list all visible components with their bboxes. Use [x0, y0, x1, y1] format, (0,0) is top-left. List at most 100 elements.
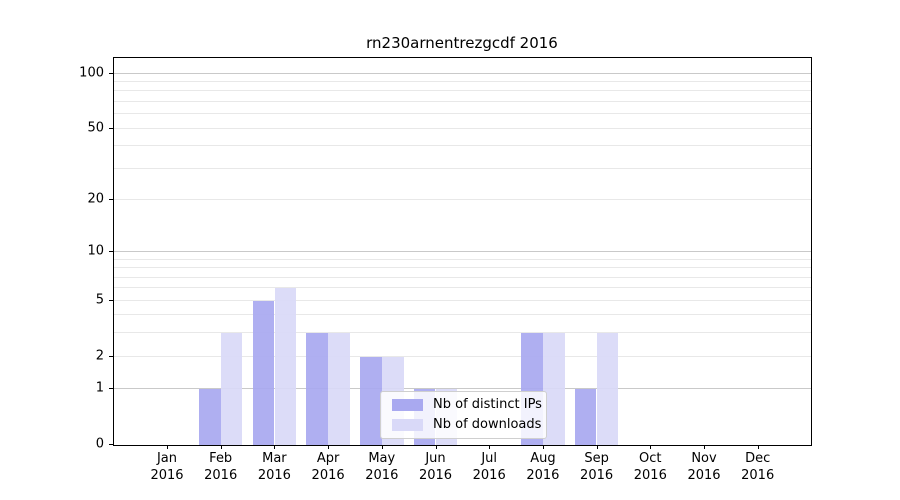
bar-sep-downloads — [596, 333, 619, 445]
bar-may-distinct-ips — [360, 356, 382, 445]
y-tick-mark — [109, 198, 113, 200]
x-tick-label-may: May 2016 — [365, 450, 398, 484]
x-tick-mark — [328, 445, 330, 449]
y-gridline-major — [114, 388, 811, 390]
y-gridline-major — [114, 251, 811, 253]
x-tick-mark — [704, 445, 705, 449]
x-tick-mark — [757, 445, 759, 449]
x-tick-label-jan: Jan 2016 — [150, 450, 183, 484]
x-tick-year: 2016 — [633, 468, 667, 483]
y-tick-label: 10 — [87, 243, 104, 259]
x-tick-year: 2016 — [580, 468, 614, 483]
y-tick-label: 0 — [95, 436, 104, 452]
y-gridline-minor — [114, 145, 811, 147]
chart-title: rn230arnentrezgcdf 2016 — [366, 34, 558, 52]
legend-item-downloads: Nb of downloads — [392, 418, 546, 432]
x-tick-mark — [381, 445, 383, 449]
bar-apr-downloads — [328, 333, 350, 445]
y-tick-label: 100 — [79, 65, 104, 81]
x-tick-label-aug: Aug 2016 — [526, 450, 559, 484]
x-tick-label-dec: Dec 2016 — [741, 450, 774, 484]
x-tick-mark — [167, 445, 168, 449]
x-tick-month: Aug — [530, 451, 556, 466]
x-tick-mark — [596, 445, 598, 449]
x-tick-year: 2016 — [526, 468, 560, 483]
y-tick-mark — [109, 72, 113, 74]
y-gridline-minor — [114, 100, 811, 102]
x-tick-month: Jul — [481, 451, 498, 466]
x-tick-label-jun: Jun 2016 — [419, 450, 452, 484]
x-tick-month: Feb — [209, 451, 233, 466]
x-tick-year: 2016 — [472, 468, 506, 483]
y-gridline-minor — [114, 258, 811, 260]
x-tick-month: Apr — [316, 451, 340, 466]
y-gridline-minor — [114, 113, 811, 115]
y-gridline-minor — [114, 80, 811, 82]
x-tick-label-feb: Feb 2016 — [204, 450, 237, 484]
y-tick-mark — [109, 127, 113, 129]
y-gridline-major — [114, 72, 811, 74]
y-gridline-minor — [114, 198, 811, 200]
legend-label-downloads: Nb of downloads — [433, 417, 542, 432]
x-tick-year: 2016 — [741, 468, 775, 483]
y-tick-mark — [109, 251, 113, 253]
y-gridline-minor — [114, 314, 811, 316]
y-gridline-minor — [114, 276, 811, 278]
bar-apr-distinct-ips — [306, 333, 328, 445]
x-tick-month: Sep — [584, 451, 609, 466]
x-tick-year: 2016 — [418, 468, 453, 483]
x-tick-year: 2016 — [687, 468, 721, 483]
y-gridline-minor — [114, 127, 811, 129]
x-tick-year: 2016 — [204, 468, 238, 483]
y-gridline-minor — [114, 267, 811, 269]
y-tick-label: 1 — [95, 380, 104, 396]
x-tick-label-sep: Sep 2016 — [580, 450, 613, 484]
legend-item-distinct-ips: Nb of distinct IPs — [392, 398, 546, 412]
x-tick-mark — [542, 445, 544, 449]
x-tick-year: 2016 — [150, 468, 184, 483]
x-tick-mark — [489, 445, 491, 449]
y-tick-label: 5 — [95, 292, 104, 308]
x-tick-label-apr: Apr 2016 — [312, 450, 345, 484]
x-tick-year: 2016 — [311, 468, 345, 483]
y-gridline-minor — [114, 355, 811, 357]
y-gridline-minor — [114, 332, 811, 334]
legend-swatch-distinct-ips — [392, 399, 423, 411]
x-tick-mark — [220, 445, 222, 449]
bar-mar-distinct-ips — [252, 300, 275, 445]
legend-label-distinct-ips: Nb of distinct IPs — [433, 397, 542, 412]
bar-feb-downloads — [220, 333, 243, 445]
y-gridline-minor — [114, 167, 811, 169]
y-gridline-minor — [114, 299, 811, 301]
y-gridline-minor — [114, 287, 811, 289]
x-tick-month: Nov — [691, 451, 717, 466]
legend: Nb of distinct IPs Nb of downloads — [380, 391, 547, 439]
bar-feb-distinct-ips — [199, 389, 221, 445]
x-tick-label-nov: Nov 2016 — [687, 450, 720, 484]
x-tick-month: Jun — [425, 451, 446, 466]
x-tick-month: Dec — [745, 451, 771, 466]
x-tick-month: Oct — [639, 451, 662, 466]
bar-mar-downloads — [274, 288, 297, 445]
bar-sep-distinct-ips — [574, 389, 597, 445]
x-tick-mark — [650, 445, 652, 449]
x-tick-label-oct: Oct 2016 — [634, 450, 667, 484]
y-tick-mark — [109, 355, 113, 357]
y-tick-mark — [109, 444, 113, 445]
x-tick-label-mar: Mar 2016 — [258, 450, 291, 484]
x-tick-month: Mar — [262, 451, 287, 466]
x-tick-year: 2016 — [257, 468, 291, 483]
y-tick-label: 20 — [87, 191, 104, 207]
x-tick-mark — [435, 445, 437, 449]
x-tick-mark — [274, 445, 276, 449]
y-tick-label: 50 — [87, 120, 104, 136]
x-tick-month: May — [368, 451, 396, 466]
legend-swatch-downloads — [392, 419, 423, 431]
y-tick-mark — [109, 388, 113, 390]
x-tick-month: Jan — [156, 451, 178, 466]
bar-aug-downloads — [543, 333, 565, 445]
plot-area — [113, 57, 812, 446]
y-tick-mark — [109, 299, 113, 301]
y-gridline-minor — [114, 90, 811, 92]
